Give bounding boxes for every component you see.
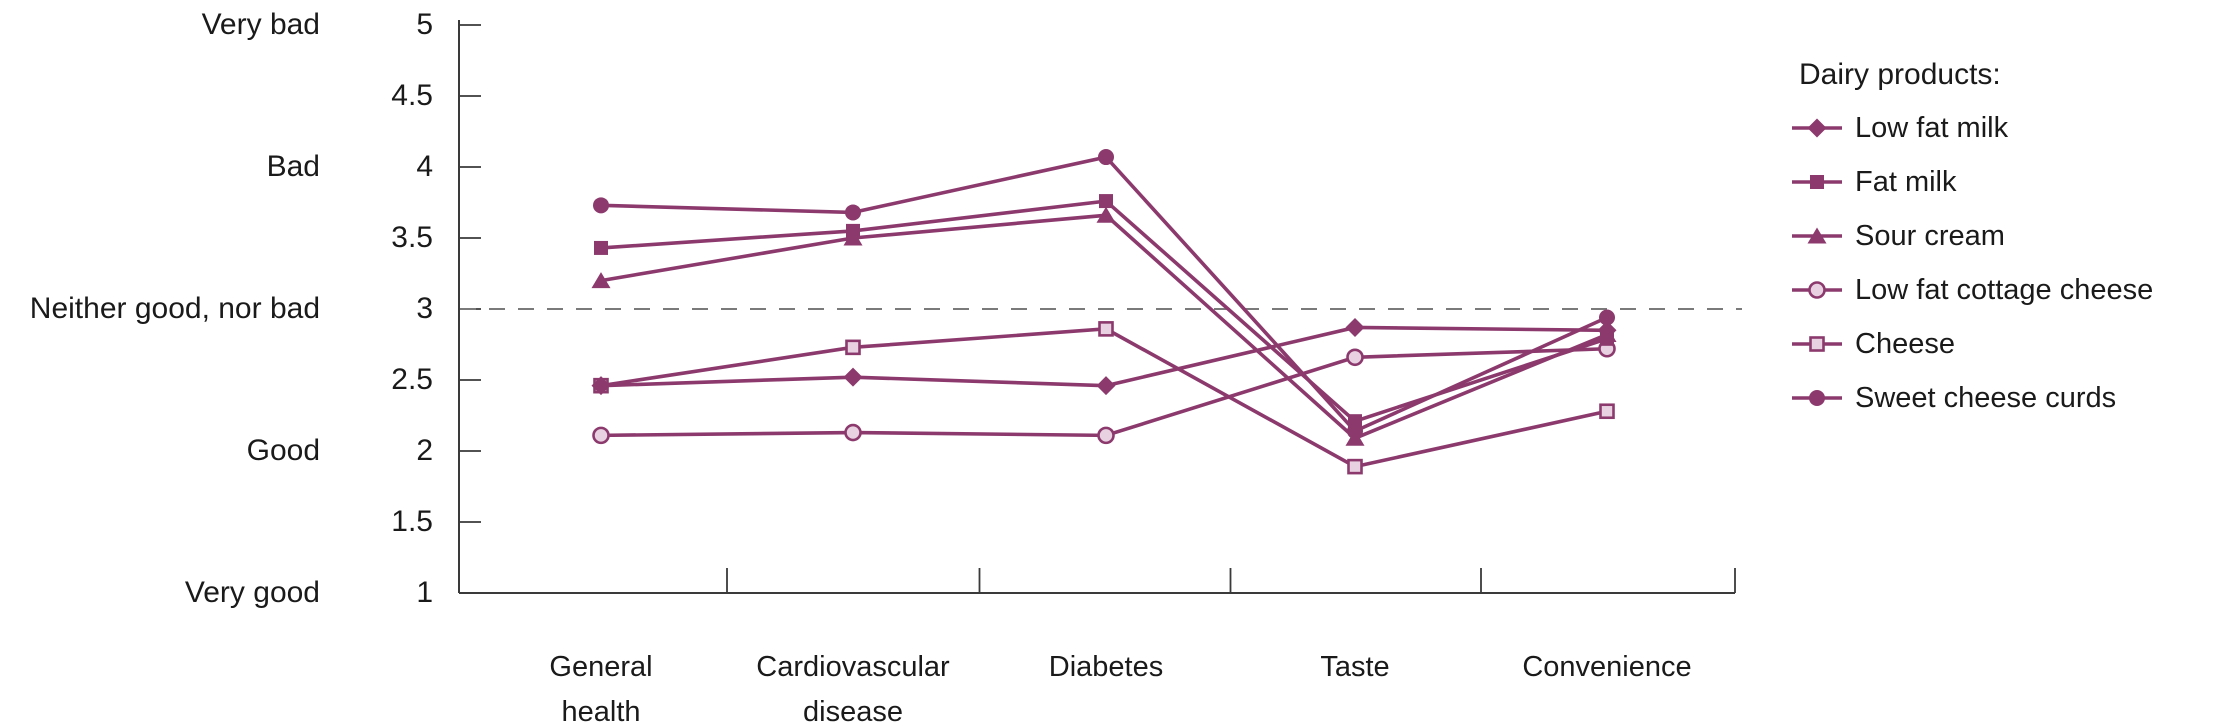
y-axis-semantic-label-5: Very bad xyxy=(201,8,320,41)
y-axis-tick-label-3: 3 xyxy=(416,292,433,325)
x-category-label-2: Cardiovascular disease xyxy=(756,651,950,727)
legend-label-sweet-cheese-curds: Sweet cheese curds xyxy=(1855,382,2117,414)
legend-label-sour-cream: Sour cream xyxy=(1855,220,2005,252)
y-axis-tick-label-5: 5 xyxy=(416,8,433,41)
marker-low-fat-cottage-cheese-2 xyxy=(1097,426,1115,445)
marker-legend-cheese-icon xyxy=(1809,336,1825,352)
marker-low-fat-milk-4 xyxy=(1597,320,1617,340)
marker-legend-low-fat-cottage-cheese-icon xyxy=(1808,281,1826,299)
marker-low-fat-cottage-cheese-3 xyxy=(1346,348,1364,367)
y-axis-tick-label-1: 1 xyxy=(416,576,433,609)
marker-fat-milk-0 xyxy=(594,240,608,255)
y-axis-tick-label-1.5: 1.5 xyxy=(391,505,433,538)
marker-cheese-2 xyxy=(1098,321,1114,337)
marker-cheese-4 xyxy=(1599,403,1615,420)
y-axis-tick-label-3.5: 3.5 xyxy=(391,221,433,254)
y-axis-semantic-label-1: Very good xyxy=(184,576,320,609)
x-category-label-3: Diabetes xyxy=(1048,651,1164,683)
marker-sweet-cheese-curds-4 xyxy=(1599,309,1615,326)
y-axis-semantic-label-4: Bad xyxy=(266,150,320,183)
marker-sweet-cheese-curds-0 xyxy=(593,197,609,214)
marker-legend-fat-milk-icon xyxy=(1810,175,1824,189)
legend-label-low-fat-cottage-cheese: Low fat cottage cheese xyxy=(1855,274,2154,306)
y-axis-tick-label-4.5: 4.5 xyxy=(391,79,433,112)
marker-sour-cream-0 xyxy=(591,272,611,289)
marker-sour-cream-3 xyxy=(1345,429,1365,446)
marker-fat-milk-1 xyxy=(846,223,860,238)
y-axis-semantic-label-2: Good xyxy=(246,434,320,467)
marker-legend-low-fat-milk-icon xyxy=(1807,118,1827,138)
x-category-label-4: Taste xyxy=(1320,651,1390,683)
y-axis-semantic-label-3: Neither good, nor bad xyxy=(29,292,320,325)
marker-sweet-cheese-curds-1 xyxy=(845,204,861,221)
marker-sour-cream-2 xyxy=(1096,206,1116,223)
y-axis-tick-label-2.5: 2.5 xyxy=(391,363,433,396)
marker-low-fat-milk-1 xyxy=(843,367,863,387)
marker-cheese-3 xyxy=(1347,458,1363,475)
marker-low-fat-cottage-cheese-0 xyxy=(592,426,610,445)
marker-cheese-1 xyxy=(845,339,861,356)
marker-legend-sour-cream-icon xyxy=(1807,227,1827,244)
x-category-label-5: Convenience xyxy=(1522,651,1692,683)
legend-label-cheese: Cheese xyxy=(1855,328,1955,360)
marker-low-fat-cottage-cheese-1 xyxy=(844,423,862,442)
legend-label-low-fat-milk: Low fat milk xyxy=(1855,112,2009,144)
marker-low-fat-milk-0 xyxy=(591,376,611,396)
x-category-label-1: General health xyxy=(549,651,653,727)
legend-title: Dairy products: xyxy=(1799,58,2001,91)
marker-legend-sweet-cheese-curds-icon xyxy=(1809,390,1825,406)
marker-low-fat-milk-3 xyxy=(1345,317,1365,337)
marker-low-fat-milk-2 xyxy=(1096,376,1116,396)
y-axis-tick-label-2: 2 xyxy=(416,434,433,467)
y-axis-tick-label-4: 4 xyxy=(416,150,433,183)
legend-label-fat-milk: Fat milk xyxy=(1855,166,1957,198)
marker-sweet-cheese-curds-2 xyxy=(1098,149,1114,166)
marker-fat-milk-3 xyxy=(1348,414,1362,429)
marker-fat-milk-2 xyxy=(1099,194,1113,209)
